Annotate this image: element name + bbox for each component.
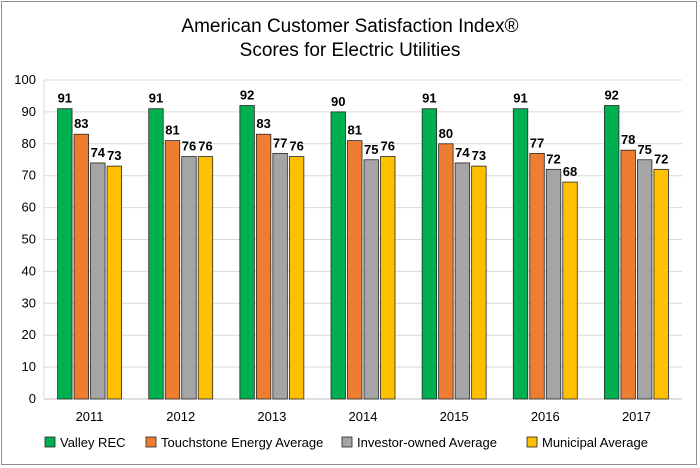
data-label: 91 bbox=[149, 91, 163, 106]
bar bbox=[637, 159, 653, 400]
data-label: 76 bbox=[182, 139, 196, 154]
bar bbox=[73, 133, 89, 400]
bar bbox=[148, 108, 164, 400]
x-tick-label: 2012 bbox=[166, 409, 195, 424]
data-label: 92 bbox=[604, 88, 618, 103]
y-tick-label: 90 bbox=[22, 104, 36, 119]
data-label: 91 bbox=[513, 91, 527, 106]
data-label: 91 bbox=[58, 91, 72, 106]
bar bbox=[380, 156, 396, 400]
chart-subtitle: Scores for Electric Utilities bbox=[240, 40, 461, 61]
data-label: 68 bbox=[563, 164, 577, 179]
data-label: 77 bbox=[273, 135, 287, 150]
data-label: 81 bbox=[165, 123, 179, 138]
bar bbox=[363, 159, 379, 400]
legend-label: Valley REC bbox=[60, 435, 126, 450]
bar bbox=[562, 181, 578, 400]
bar bbox=[438, 143, 454, 400]
legend-swatch bbox=[145, 436, 157, 448]
legend-swatch bbox=[341, 436, 353, 448]
x-axis: 2011 2012 2013 2014 2015 2016 2017 bbox=[76, 409, 651, 424]
data-label: 78 bbox=[621, 132, 635, 147]
y-tick-label: 0 bbox=[29, 391, 36, 406]
data-label: 73 bbox=[107, 148, 121, 163]
data-label: 77 bbox=[530, 135, 544, 150]
y-tick-label: 80 bbox=[22, 136, 36, 151]
data-label: 76 bbox=[381, 139, 395, 154]
x-tick-label: 2013 bbox=[257, 409, 286, 424]
legend-label: Municipal Average bbox=[542, 435, 648, 450]
x-tick-label: 2015 bbox=[440, 409, 469, 424]
bar bbox=[181, 156, 197, 400]
bar bbox=[512, 108, 529, 400]
legend-swatch bbox=[526, 436, 538, 448]
bar bbox=[604, 105, 620, 400]
bar bbox=[90, 162, 106, 400]
bar bbox=[421, 108, 438, 400]
y-tick-label: 30 bbox=[22, 295, 36, 310]
legend-swatch bbox=[44, 436, 56, 448]
data-label: 83 bbox=[256, 116, 270, 131]
bar bbox=[106, 165, 122, 400]
data-label: 83 bbox=[74, 116, 88, 131]
data-label: 76 bbox=[289, 139, 303, 154]
bar bbox=[272, 152, 288, 400]
bar bbox=[653, 168, 669, 400]
x-tick-label: 2011 bbox=[76, 409, 104, 424]
data-label: 72 bbox=[654, 151, 668, 166]
chart-title: American Customer Satisfaction Index® bbox=[181, 16, 518, 37]
bar bbox=[288, 156, 305, 400]
x-tick-label: 2014 bbox=[349, 409, 378, 424]
bar bbox=[454, 162, 471, 400]
data-label: 74 bbox=[91, 145, 106, 160]
y-tick-label: 10 bbox=[22, 359, 36, 374]
legend: Valley REC Touchstone Energy Average Inves… bbox=[44, 435, 648, 450]
bar bbox=[255, 133, 272, 400]
data-label: 76 bbox=[198, 139, 212, 154]
y-tick-label: 70 bbox=[22, 168, 36, 183]
data-label: 92 bbox=[240, 88, 254, 103]
y-tick-label: 40 bbox=[22, 263, 36, 278]
y-tick-label: 100 bbox=[14, 72, 36, 87]
data-label: 91 bbox=[422, 91, 436, 106]
data-label: 81 bbox=[348, 123, 362, 138]
y-tick-label: 60 bbox=[22, 200, 36, 215]
x-tick-label: 2017 bbox=[622, 409, 651, 424]
y-tick-label: 50 bbox=[22, 232, 36, 247]
bar bbox=[330, 111, 346, 400]
data-label: 74 bbox=[455, 145, 470, 160]
bar bbox=[57, 108, 73, 400]
data-label: 75 bbox=[637, 142, 651, 157]
legend-label: Touchstone Energy Average bbox=[161, 435, 323, 450]
data-label: 72 bbox=[546, 151, 560, 166]
bar bbox=[347, 140, 363, 400]
bar bbox=[197, 156, 214, 400]
bar bbox=[239, 105, 255, 400]
bar bbox=[471, 165, 487, 400]
bar bbox=[545, 168, 562, 400]
data-label: 75 bbox=[364, 142, 378, 157]
legend-label: Investor-owned Average bbox=[357, 435, 497, 450]
bar bbox=[529, 152, 545, 400]
y-tick-label: 20 bbox=[22, 327, 36, 342]
bar bbox=[164, 140, 181, 400]
data-label: 73 bbox=[472, 148, 486, 163]
gridlines bbox=[44, 79, 682, 400]
data-label: 80 bbox=[439, 126, 453, 141]
x-tick-label: 2016 bbox=[531, 409, 560, 424]
data-label: 90 bbox=[331, 94, 345, 109]
bar bbox=[620, 149, 636, 400]
